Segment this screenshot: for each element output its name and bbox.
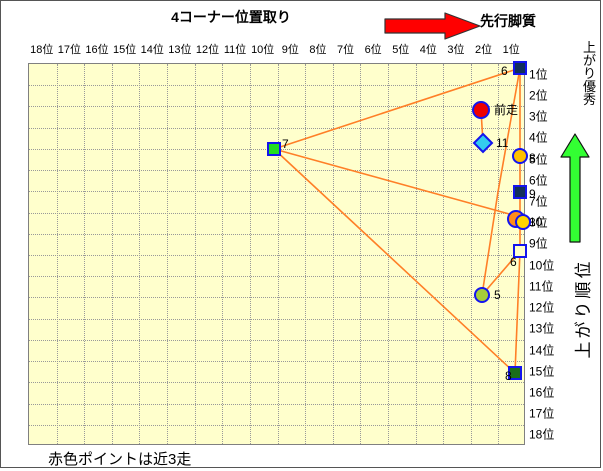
svg-text:8: 8 (505, 369, 512, 383)
svg-text:5: 5 (494, 288, 501, 302)
svg-text:8: 8 (529, 151, 536, 165)
svg-text:9: 9 (529, 187, 536, 201)
svg-text:10: 10 (529, 215, 543, 229)
svg-text:7: 7 (282, 137, 289, 151)
svg-text:6: 6 (510, 255, 517, 269)
svg-text:前走: 前走 (494, 102, 518, 117)
svg-text:6: 6 (501, 64, 508, 78)
svg-text:11: 11 (496, 136, 509, 150)
